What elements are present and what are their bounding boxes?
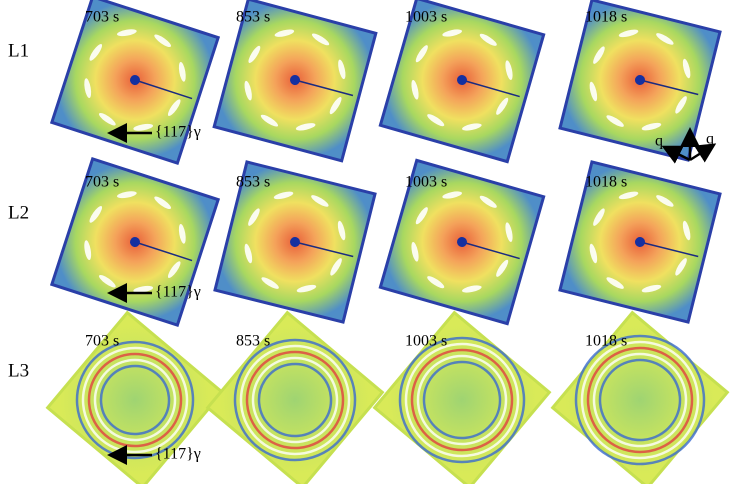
time-label: 853 s bbox=[236, 9, 270, 26]
row-label: L2 bbox=[8, 202, 29, 223]
time-label: 703 s bbox=[85, 174, 119, 191]
axis-arrow bbox=[690, 146, 712, 160]
time-label: 1003 s bbox=[405, 174, 447, 191]
time-label: 1018 s bbox=[585, 174, 627, 191]
time-label: 853 s bbox=[236, 174, 270, 191]
time-label: 703 s bbox=[85, 9, 119, 26]
time-label: 703 s bbox=[85, 333, 119, 350]
row-label: L3 bbox=[8, 360, 29, 381]
diffraction-image bbox=[560, 162, 720, 322]
time-label: 1018 s bbox=[585, 9, 627, 26]
diffraction-image bbox=[560, 0, 720, 160]
time-label: 853 s bbox=[236, 333, 270, 350]
diffraction-image bbox=[550, 310, 730, 484]
content: L1 703 s 853 s 1003 s 1018 s {117}γ L2 703 s 853… bbox=[8, 0, 730, 484]
time-label: 1003 s bbox=[405, 9, 447, 26]
figure: L1 703 s 853 s 1003 s 1018 s {117}γ L2 703 s 853… bbox=[0, 0, 746, 484]
time-label: 1003 s bbox=[405, 333, 447, 350]
axis-label: q bbox=[655, 133, 663, 150]
diffraction-image bbox=[208, 313, 383, 484]
axis-label: q bbox=[706, 131, 714, 148]
row-label: L1 bbox=[8, 40, 29, 61]
annotation: {117}γ bbox=[155, 446, 201, 463]
diffraction-image bbox=[375, 313, 550, 484]
time-label: 1018 s bbox=[585, 333, 627, 350]
annotation: {117}γ bbox=[155, 124, 201, 141]
annotation: {117}γ bbox=[155, 284, 201, 301]
